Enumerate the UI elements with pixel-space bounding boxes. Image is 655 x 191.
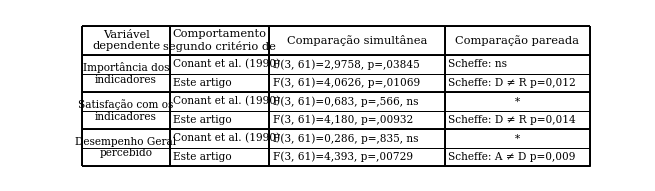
Text: F(3, 61)=0,286, p=,835, ns: F(3, 61)=0,286, p=,835, ns: [272, 133, 418, 144]
Text: *: *: [514, 96, 519, 106]
Text: F(3, 61)=4,0626, p=,01069: F(3, 61)=4,0626, p=,01069: [272, 78, 420, 88]
Text: Este artigo: Este artigo: [174, 152, 232, 162]
Text: F(3, 61)=4,180, p=,00932: F(3, 61)=4,180, p=,00932: [272, 115, 413, 125]
Text: Scheffe: A ≠ D p=0,009: Scheffe: A ≠ D p=0,009: [447, 152, 575, 162]
Bar: [269, 26, 445, 55]
Text: Conant et al. (1990): Conant et al. (1990): [174, 59, 280, 70]
Bar: [170, 26, 269, 55]
Bar: [170, 74, 269, 92]
Bar: [445, 92, 590, 111]
Bar: [82, 129, 170, 166]
Text: Satisfação com os
indicadores: Satisfação com os indicadores: [79, 100, 174, 122]
Text: Desempenho Geral
percebido: Desempenho Geral percebido: [75, 137, 177, 159]
Bar: [269, 111, 445, 129]
Bar: [170, 111, 269, 129]
Bar: [445, 129, 590, 148]
Bar: [269, 74, 445, 92]
Text: Este artigo: Este artigo: [174, 115, 232, 125]
Text: Scheffe: ns: Scheffe: ns: [447, 60, 507, 70]
Bar: [269, 55, 445, 74]
Text: Comparação pareada: Comparação pareada: [455, 35, 579, 46]
Bar: [269, 92, 445, 111]
Text: F(3, 61)=4,393, p=,00729: F(3, 61)=4,393, p=,00729: [272, 152, 413, 162]
Bar: [445, 74, 590, 92]
Bar: [170, 148, 269, 166]
Bar: [445, 55, 590, 74]
Text: Conant et al. (1990): Conant et al. (1990): [174, 96, 280, 107]
Bar: [170, 55, 269, 74]
Text: Conant et al. (1990): Conant et al. (1990): [174, 133, 280, 144]
Text: F(3, 61)=0,683, p=,566, ns: F(3, 61)=0,683, p=,566, ns: [272, 96, 418, 107]
Bar: [269, 148, 445, 166]
Bar: [82, 55, 170, 92]
Bar: [170, 129, 269, 148]
Text: F(3, 61)=2,9758, p=,03845: F(3, 61)=2,9758, p=,03845: [272, 59, 419, 70]
Bar: [269, 129, 445, 148]
Text: Importância dos
indicadores: Importância dos indicadores: [83, 62, 169, 85]
Text: Este artigo: Este artigo: [174, 78, 232, 88]
Text: Scheffe: D ≠ R p=0,012: Scheffe: D ≠ R p=0,012: [447, 78, 576, 88]
Bar: [445, 26, 590, 55]
Bar: [82, 92, 170, 129]
Bar: [445, 111, 590, 129]
Text: Variável
dependente: Variável dependente: [92, 30, 160, 51]
Text: Comportamento
segundo critério de: Comportamento segundo critério de: [163, 29, 276, 52]
Bar: [170, 92, 269, 111]
Text: Comparação simultânea: Comparação simultânea: [287, 35, 427, 46]
Bar: [445, 148, 590, 166]
Text: Scheffe: D ≠ R p=0,014: Scheffe: D ≠ R p=0,014: [447, 115, 576, 125]
Bar: [82, 26, 170, 55]
Text: *: *: [514, 134, 519, 143]
